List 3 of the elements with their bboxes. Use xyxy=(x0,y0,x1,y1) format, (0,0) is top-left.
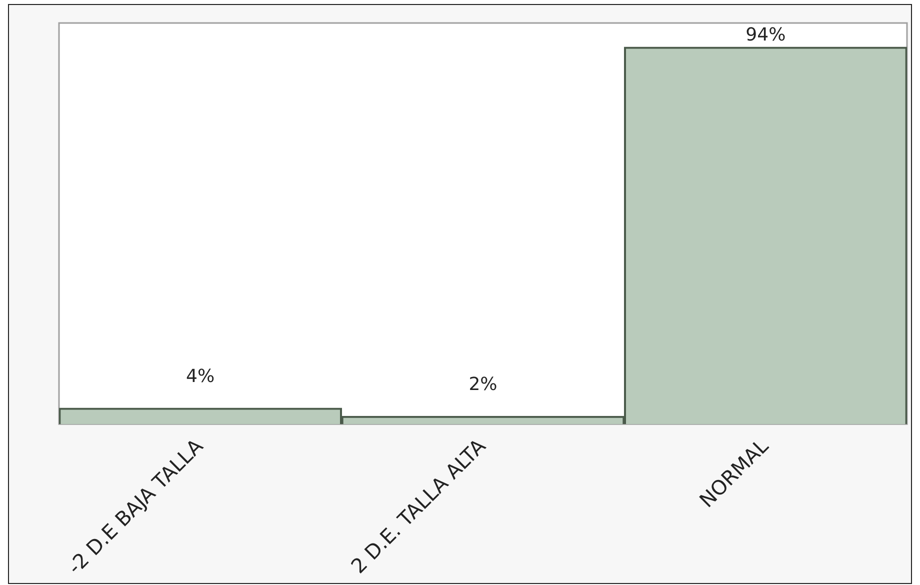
data-label: 94% xyxy=(746,24,786,46)
data-label: 4% xyxy=(186,366,215,387)
data-label: 2% xyxy=(468,374,498,395)
